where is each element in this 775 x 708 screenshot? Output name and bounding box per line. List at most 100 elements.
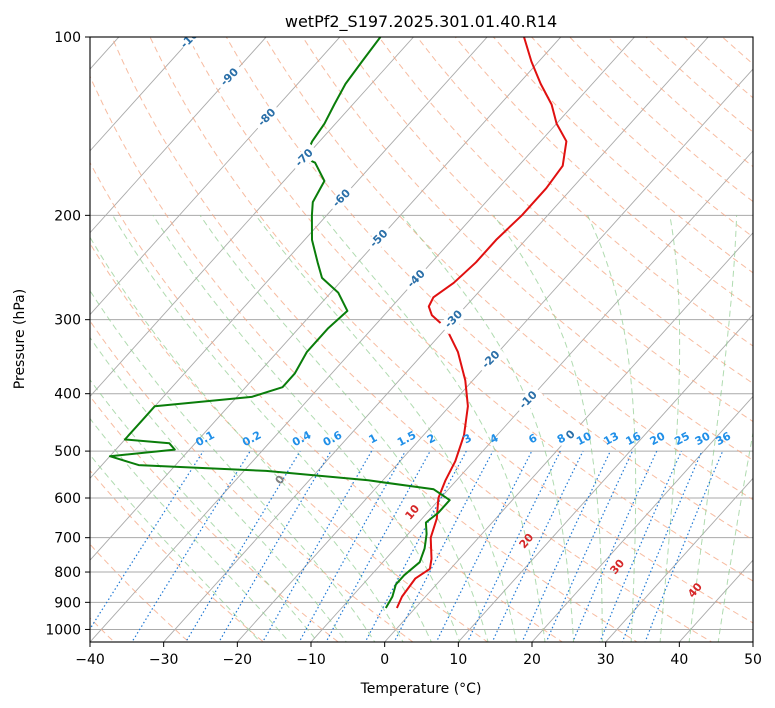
moist-adiabat-line bbox=[152, 215, 461, 642]
x-tick-label: 20 bbox=[523, 652, 541, 668]
mixing-ratio-line bbox=[90, 450, 204, 631]
moist-adiabat-line bbox=[90, 289, 376, 642]
dry-adiabat-line bbox=[263, 37, 753, 501]
moist-adiabat-line bbox=[255, 215, 518, 642]
mixing-ratio-line bbox=[466, 450, 561, 642]
moist-adiabat-line bbox=[493, 215, 603, 642]
y-tick-label: 400 bbox=[54, 387, 81, 403]
moist-adiabat-line bbox=[90, 417, 290, 642]
mixing-ratio-label: 36 bbox=[713, 429, 733, 448]
moist-adiabat-line bbox=[401, 214, 575, 642]
isotherm-line bbox=[236, 68, 753, 642]
mixing-ratio-line bbox=[364, 450, 467, 642]
mixing-ratio-line bbox=[545, 450, 634, 642]
data-series bbox=[108, 37, 568, 609]
dry-adiabat-line bbox=[90, 161, 564, 642]
isotherm-label-bg bbox=[289, 143, 320, 173]
isotherm-label-bg bbox=[214, 62, 245, 93]
mixing-ratio-label: 0.2 bbox=[240, 428, 263, 449]
moist-adiabat-label: 30 bbox=[607, 557, 627, 577]
mixing-ratio-label: 20 bbox=[648, 429, 668, 448]
chart-title: wetPf2_S197.2025.301.01.40.R14 bbox=[285, 12, 557, 32]
mixing-ratio-label: 30 bbox=[693, 429, 713, 448]
x-tick-label: 40 bbox=[670, 652, 688, 668]
x-tick-label: −20 bbox=[223, 652, 253, 668]
dry-adiabat-line bbox=[454, 37, 753, 310]
dry-adiabat-line bbox=[416, 37, 753, 347]
mixing-ratio-label: 10 bbox=[574, 429, 594, 448]
isotherm-line bbox=[678, 559, 753, 642]
mixing-ratio-label: 0.6 bbox=[321, 428, 345, 449]
isotherm-line bbox=[457, 313, 753, 642]
mixing-ratio-line bbox=[218, 450, 332, 642]
dry-adiabat-line bbox=[90, 242, 489, 642]
dry-adiabat-line bbox=[90, 395, 340, 642]
mixing-ratio-label: 6 bbox=[526, 431, 539, 446]
moist-adiabat-line bbox=[659, 215, 681, 642]
mixing-ratio-label: 25 bbox=[672, 429, 692, 448]
isotherm-line bbox=[531, 395, 753, 642]
mixing-ratio-line bbox=[621, 450, 703, 642]
moist-adiabat-line bbox=[90, 236, 404, 642]
mixing-ratio-label: 13 bbox=[601, 429, 621, 448]
x-tick-label: −40 bbox=[75, 652, 105, 668]
mixing-ratio-label: 1.5 bbox=[395, 428, 418, 449]
mixing-ratio-line bbox=[644, 450, 724, 642]
mixing-ratio-label: 0.1 bbox=[193, 428, 216, 449]
axes: −40 −30 −20 −10 0 10 20 30 40 50 1000 900 800 700 600 5… bbox=[45, 30, 762, 668]
isotherm-line bbox=[0, 10, 70, 654]
x-tick-label: −10 bbox=[296, 652, 326, 668]
mixing-ratio-label: 1 bbox=[367, 431, 380, 446]
y-tick-label: 900 bbox=[54, 595, 81, 611]
x-axis-label: Temperature (°C) bbox=[360, 681, 482, 697]
dry-adiabat-line bbox=[645, 37, 753, 133]
mixing-ratio-line bbox=[393, 450, 494, 642]
x-tick-label: −30 bbox=[149, 652, 179, 668]
background-lines bbox=[0, 10, 775, 654]
isotherm-line bbox=[90, 37, 415, 398]
moist-adiabat-line bbox=[112, 215, 432, 642]
x-tick-label: 50 bbox=[744, 652, 762, 668]
dry-adiabat-line bbox=[683, 37, 753, 99]
x-tick-label: 10 bbox=[449, 652, 467, 668]
dry-adiabat-line bbox=[149, 37, 753, 624]
mixing-ratio-line bbox=[572, 450, 658, 642]
dry-adiabat-line bbox=[187, 37, 753, 582]
moist-adiabat-line bbox=[90, 378, 319, 642]
y-tick-label: 100 bbox=[54, 30, 81, 46]
isotherm-line bbox=[90, 37, 267, 234]
isotherm-label-bg bbox=[401, 264, 432, 295]
dewpoint-profile-line bbox=[108, 37, 451, 609]
line-labels: -100-90-80-70-60-50-40-30-20-1000.1 0.2 0.… bbox=[177, 37, 733, 600]
mixing-ratio-line bbox=[491, 450, 584, 642]
mixing-ratio-line bbox=[325, 450, 431, 642]
moist-adiabat-line bbox=[587, 215, 637, 642]
dry-adiabat-line bbox=[340, 37, 753, 423]
y-tick-label: 800 bbox=[54, 565, 81, 581]
isotherm-line bbox=[163, 37, 709, 642]
y-tick-label: 700 bbox=[54, 531, 81, 547]
isotherm-label-bg bbox=[439, 304, 469, 335]
isotherm-line bbox=[90, 37, 488, 479]
x-tick-label: 30 bbox=[597, 652, 615, 668]
isotherm-label-bg bbox=[252, 102, 283, 133]
dry-adiabat-line bbox=[302, 37, 753, 461]
dry-adiabat-line bbox=[90, 75, 638, 642]
isotherm-label-bg bbox=[513, 385, 544, 416]
dry-adiabat-line bbox=[90, 543, 190, 642]
isotherm-label-bg bbox=[555, 420, 586, 451]
mixing-ratio-line bbox=[521, 450, 611, 642]
dry-adiabat-line bbox=[530, 37, 753, 238]
mixing-ratio-line bbox=[599, 450, 682, 642]
mixing-ratio-line bbox=[131, 450, 251, 642]
y-tick-label: 200 bbox=[54, 208, 81, 224]
x-tick-label: 0 bbox=[380, 652, 389, 668]
dry-adiabat-line bbox=[767, 10, 775, 654]
mixing-ratio-line bbox=[298, 450, 406, 642]
isotherm-label-bg bbox=[364, 223, 395, 254]
dry-adiabat-line bbox=[607, 37, 753, 168]
moist-adiabat-line bbox=[90, 454, 261, 642]
dry-adiabat-line bbox=[111, 37, 713, 642]
mixing-ratio-line bbox=[185, 450, 301, 642]
